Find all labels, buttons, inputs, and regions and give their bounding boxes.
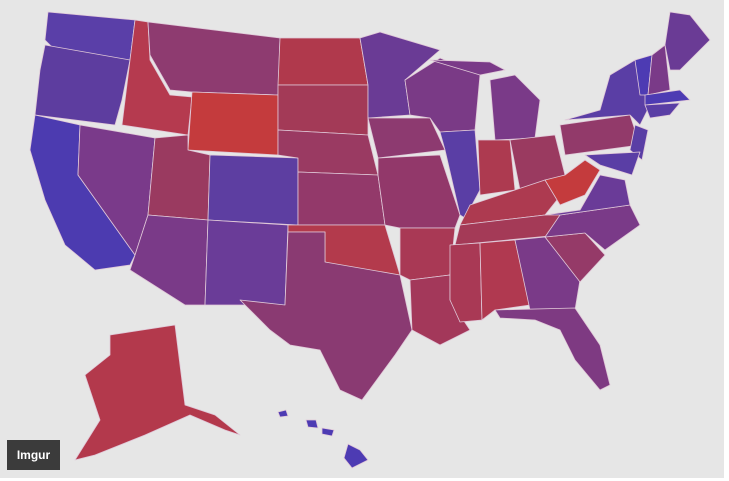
- state: [207, 154, 299, 226]
- states: [29, 11, 711, 469]
- state: [544, 159, 601, 206]
- state: [74, 324, 241, 461]
- state: [187, 91, 279, 156]
- imgur-badge[interactable]: Imgur: [7, 440, 60, 470]
- state: [277, 37, 369, 86]
- state: [297, 171, 386, 226]
- state: [449, 242, 483, 323]
- state: [399, 227, 456, 281]
- state: [277, 84, 369, 136]
- state: [239, 231, 413, 401]
- state: [429, 59, 506, 76]
- state: [544, 174, 631, 216]
- state: [584, 151, 641, 176]
- state: [204, 219, 289, 306]
- state: [343, 443, 369, 469]
- state: [305, 419, 319, 429]
- state: [514, 236, 581, 311]
- state: [277, 409, 289, 418]
- state: [629, 124, 649, 161]
- state: [644, 89, 691, 106]
- state: [321, 427, 335, 437]
- state: [664, 11, 711, 71]
- state: [494, 307, 611, 391]
- state: [477, 139, 516, 196]
- state: [644, 102, 681, 119]
- state: [489, 74, 541, 141]
- state: [647, 44, 671, 96]
- state: [479, 239, 531, 321]
